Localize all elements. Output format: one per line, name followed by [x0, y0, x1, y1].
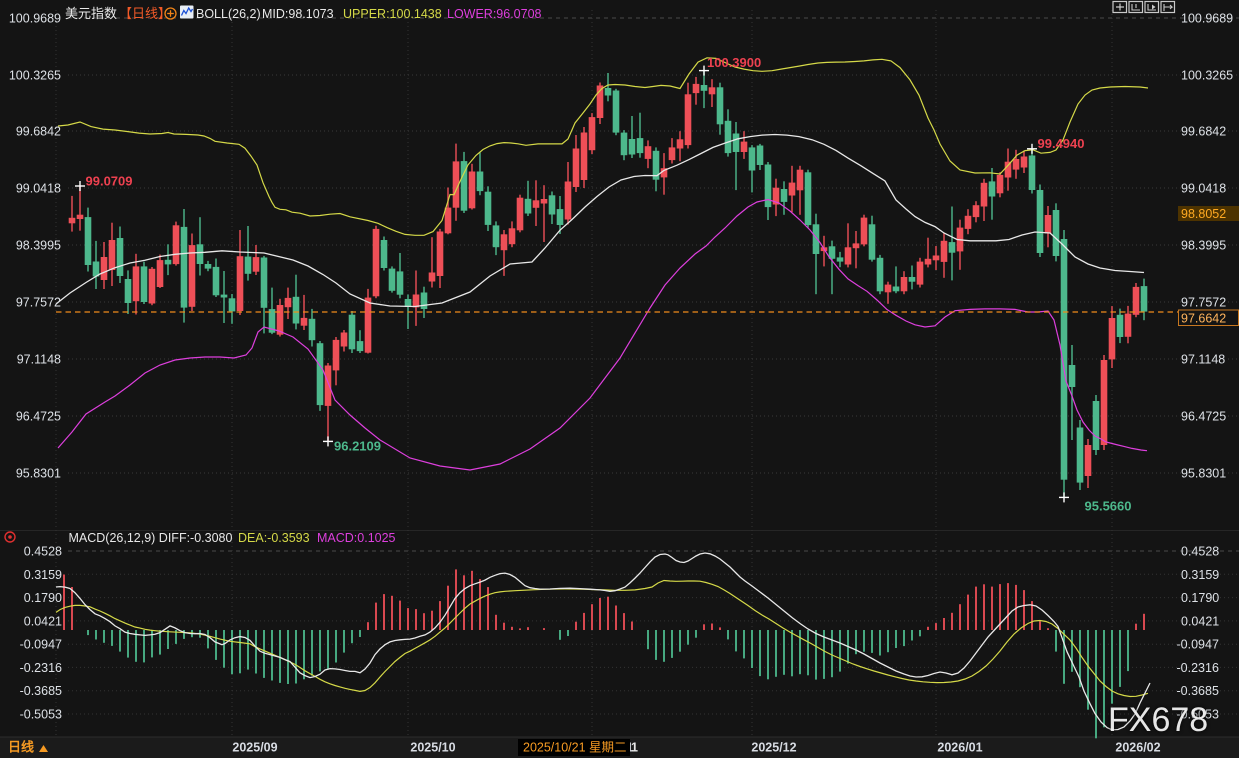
svg-text:0.1790: 0.1790 [1181, 591, 1219, 605]
svg-text:99.6842: 99.6842 [1181, 125, 1226, 139]
svg-text:100.9689: 100.9689 [1181, 12, 1233, 26]
svg-text:97.7572: 97.7572 [16, 296, 61, 310]
svg-text:2026/01: 2026/01 [937, 741, 982, 755]
svg-text:97.6642: 97.6642 [1181, 312, 1226, 326]
svg-text:0.0421: 0.0421 [24, 614, 62, 628]
svg-text:-0.5053: -0.5053 [1177, 708, 1219, 722]
svg-text:美元指数: 美元指数 [65, 6, 117, 21]
svg-text:95.8301: 95.8301 [1181, 467, 1226, 481]
svg-text:2026/02: 2026/02 [1115, 741, 1160, 755]
svg-text:-0.3685: -0.3685 [1177, 684, 1219, 698]
svg-text:96.4725: 96.4725 [16, 410, 61, 424]
svg-text:99.0418: 99.0418 [16, 182, 61, 196]
svg-text:0.1790: 0.1790 [24, 591, 62, 605]
svg-text:DEA:-0.3593: DEA:-0.3593 [238, 531, 310, 545]
svg-text:LOWER:96.0708: LOWER:96.0708 [447, 7, 542, 21]
svg-text:2025/12: 2025/12 [751, 741, 796, 755]
svg-text:97.1148: 97.1148 [17, 353, 61, 367]
svg-text:-0.5053: -0.5053 [20, 708, 62, 722]
svg-text:-0.0947: -0.0947 [1177, 638, 1219, 652]
svg-text:100.3265: 100.3265 [1181, 69, 1233, 83]
svg-text:97.1148: 97.1148 [1181, 353, 1225, 367]
svg-text:-0.0947: -0.0947 [20, 638, 62, 652]
svg-text:UPPER:100.1438: UPPER:100.1438 [343, 7, 442, 21]
svg-text:-0.2316: -0.2316 [1177, 661, 1219, 675]
svg-text:0.0421: 0.0421 [1181, 614, 1219, 628]
svg-text:100.3265: 100.3265 [9, 69, 61, 83]
svg-text:96.4725: 96.4725 [1181, 410, 1226, 424]
svg-text:MID:98.1073: MID:98.1073 [262, 7, 334, 21]
svg-text:99.4940: 99.4940 [1038, 136, 1085, 151]
svg-text:0.4528: 0.4528 [1181, 545, 1219, 559]
svg-text:98.3995: 98.3995 [1181, 239, 1226, 253]
svg-text:97.7572: 97.7572 [1181, 296, 1226, 310]
svg-text:-0.3685: -0.3685 [20, 684, 62, 698]
svg-text:FX678: FX678 [1108, 701, 1208, 739]
svg-text:MACD(26,12,9) DIFF:-0.3080: MACD(26,12,9) DIFF:-0.3080 [69, 531, 233, 545]
svg-text:【日线】: 【日线】 [119, 6, 171, 21]
svg-text:95.5660: 95.5660 [1085, 499, 1132, 514]
svg-text:95.8301: 95.8301 [16, 467, 61, 481]
svg-text:99.6842: 99.6842 [16, 125, 61, 139]
svg-text:98.8052: 98.8052 [1181, 207, 1226, 221]
svg-text:0.3159: 0.3159 [1181, 568, 1219, 582]
svg-text:0.4528: 0.4528 [24, 545, 62, 559]
svg-text:日线: 日线 [8, 740, 34, 755]
svg-text:98.3995: 98.3995 [16, 239, 61, 253]
svg-text:99.0418: 99.0418 [1181, 182, 1226, 196]
svg-text:1: 1 [631, 741, 638, 755]
svg-text:-0.2316: -0.2316 [20, 661, 62, 675]
svg-text:BOLL(26,2): BOLL(26,2) [196, 7, 261, 21]
svg-text:99.0709: 99.0709 [86, 174, 133, 189]
svg-text:2025/09: 2025/09 [232, 741, 277, 755]
svg-text:MACD:0.1025: MACD:0.1025 [317, 531, 396, 545]
svg-text:2025/10: 2025/10 [410, 741, 455, 755]
svg-text:100.3900: 100.3900 [707, 55, 761, 70]
svg-text:0.3159: 0.3159 [24, 568, 62, 582]
svg-text:2025/10/21 星期二: 2025/10/21 星期二 [523, 741, 627, 755]
svg-text:100.9689: 100.9689 [9, 12, 61, 26]
svg-text:96.2109: 96.2109 [334, 439, 381, 454]
